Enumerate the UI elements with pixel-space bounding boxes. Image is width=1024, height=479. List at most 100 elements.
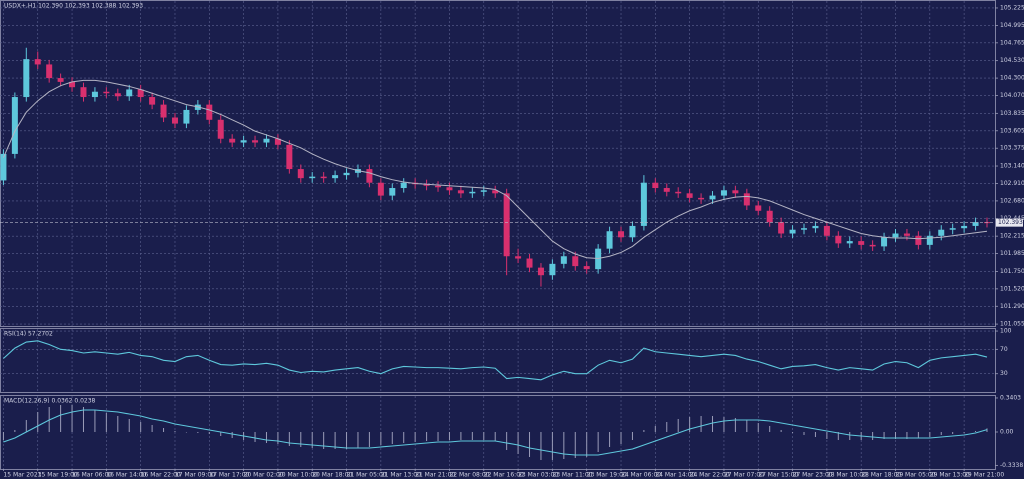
y-tick-label: 101.290 bbox=[1000, 303, 1024, 310]
x-tick-label: 29 Mar 13:00 bbox=[930, 472, 970, 479]
candle-body bbox=[652, 182, 659, 189]
x-tick-label: 22 Mar 16:00 bbox=[484, 472, 524, 479]
y-tick-label: 104.070 bbox=[1000, 92, 1024, 99]
candle-body bbox=[938, 229, 945, 236]
macd-bar bbox=[414, 432, 416, 442]
x-tick-label: 27 Mar 23:00 bbox=[793, 472, 833, 479]
y-tick-label: 100 bbox=[1000, 328, 1012, 335]
macd-bar bbox=[357, 432, 359, 448]
candle-body bbox=[892, 233, 899, 238]
candle-body bbox=[183, 109, 190, 124]
candle-body bbox=[549, 263, 556, 276]
macd-bar bbox=[654, 426, 656, 432]
candle-body bbox=[812, 225, 819, 229]
x-tick-label: 27 Mar 15:00 bbox=[758, 472, 798, 479]
macd-bar bbox=[471, 432, 473, 440]
macd-bar bbox=[849, 432, 851, 440]
candle-body bbox=[229, 138, 236, 143]
macd-bar bbox=[929, 432, 931, 437]
macd-bar bbox=[117, 416, 119, 432]
macd-bar bbox=[895, 432, 896, 439]
y-tick-label: 101.750 bbox=[1000, 268, 1024, 275]
candle-body bbox=[778, 222, 785, 234]
y-tick-label: 0.00 bbox=[1000, 429, 1014, 436]
candle-body bbox=[526, 258, 533, 268]
candle-body bbox=[915, 235, 922, 245]
macd-bar bbox=[323, 432, 325, 449]
macd-bar bbox=[311, 432, 313, 448]
macd-bar bbox=[94, 410, 96, 432]
macd-bar bbox=[60, 405, 62, 432]
y-tick-label: 102.215 bbox=[1000, 233, 1024, 240]
macd-bar bbox=[208, 432, 210, 434]
candle-body bbox=[103, 91, 110, 94]
x-tick-label: 24 Mar 22:00 bbox=[690, 472, 730, 479]
macd-bar bbox=[975, 431, 977, 432]
x-tick-label: 27 Mar 07:00 bbox=[724, 472, 764, 479]
macd-bar bbox=[82, 407, 84, 432]
x-tick-label: 20 Mar 10:00 bbox=[278, 472, 318, 479]
candle-body bbox=[206, 104, 213, 120]
candle-body bbox=[926, 235, 933, 245]
macd-bar bbox=[597, 432, 599, 452]
candle-body bbox=[366, 169, 373, 183]
candle-body bbox=[23, 59, 30, 98]
candle-body bbox=[423, 184, 430, 186]
candle-body bbox=[972, 222, 979, 226]
y-tick-label: 103.835 bbox=[1000, 110, 1024, 117]
candle-body bbox=[446, 187, 453, 191]
macd-bar bbox=[128, 419, 130, 432]
macd-bar bbox=[574, 432, 576, 458]
macd-bar bbox=[105, 413, 107, 432]
macd-bar bbox=[151, 425, 153, 432]
macd-bar bbox=[265, 432, 267, 443]
macd-bar bbox=[540, 432, 542, 460]
macd-bar bbox=[220, 432, 222, 436]
panel-title: USDX+,H1 102.390 102.393 102.388 102.393 bbox=[4, 3, 143, 10]
candle-body bbox=[698, 197, 705, 200]
y-tick-label: -0.3338 bbox=[1000, 462, 1023, 469]
x-tick-label: 21 Mar 13:00 bbox=[381, 472, 421, 479]
macd-bar bbox=[437, 432, 439, 441]
macd-bar bbox=[620, 432, 622, 444]
x-tick-label: 23 Mar 11:00 bbox=[552, 472, 592, 479]
macd-bar bbox=[71, 405, 73, 432]
macd-bar bbox=[517, 432, 519, 454]
candle-body bbox=[743, 193, 750, 206]
macd-bar bbox=[334, 432, 336, 449]
macd-bar bbox=[586, 432, 588, 457]
x-tick-label: 23 Mar 19:00 bbox=[587, 472, 627, 479]
candle-body bbox=[801, 228, 808, 230]
macd-bar bbox=[700, 416, 702, 432]
candle-body bbox=[320, 176, 327, 179]
x-tick-label: 15 Mar 19:00 bbox=[38, 472, 78, 479]
candle-body bbox=[629, 225, 636, 238]
macd-bar bbox=[746, 420, 748, 432]
candle-body bbox=[11, 97, 18, 154]
candle-body bbox=[572, 256, 579, 267]
y-tick-label: 104.765 bbox=[1000, 39, 1024, 46]
macd-signal-line bbox=[3, 409, 988, 456]
candle-body bbox=[755, 205, 762, 211]
macd-bar bbox=[883, 432, 885, 439]
y-tick-label: 104.995 bbox=[1000, 22, 1024, 29]
candle-body bbox=[640, 182, 647, 226]
candle-body bbox=[503, 193, 510, 257]
candle-body bbox=[297, 169, 304, 179]
macd-bar bbox=[346, 432, 348, 449]
y-tick-label: 104.530 bbox=[1000, 57, 1024, 64]
x-tick-label: 20 Mar 18:00 bbox=[312, 472, 352, 479]
candle-body bbox=[858, 241, 865, 245]
candle-body bbox=[480, 190, 487, 192]
candle-body bbox=[881, 237, 888, 247]
candle-body bbox=[823, 225, 830, 236]
candle-body bbox=[537, 267, 544, 276]
macd-bar bbox=[723, 417, 725, 432]
macd-bar bbox=[368, 432, 370, 447]
panel-frame bbox=[0, 395, 996, 470]
macd-bar bbox=[25, 420, 27, 432]
x-tick-label: 29 Mar 21:00 bbox=[964, 472, 1004, 479]
macd-bar bbox=[666, 422, 668, 432]
x-tick-label: 22 Mar 08:00 bbox=[449, 472, 489, 479]
